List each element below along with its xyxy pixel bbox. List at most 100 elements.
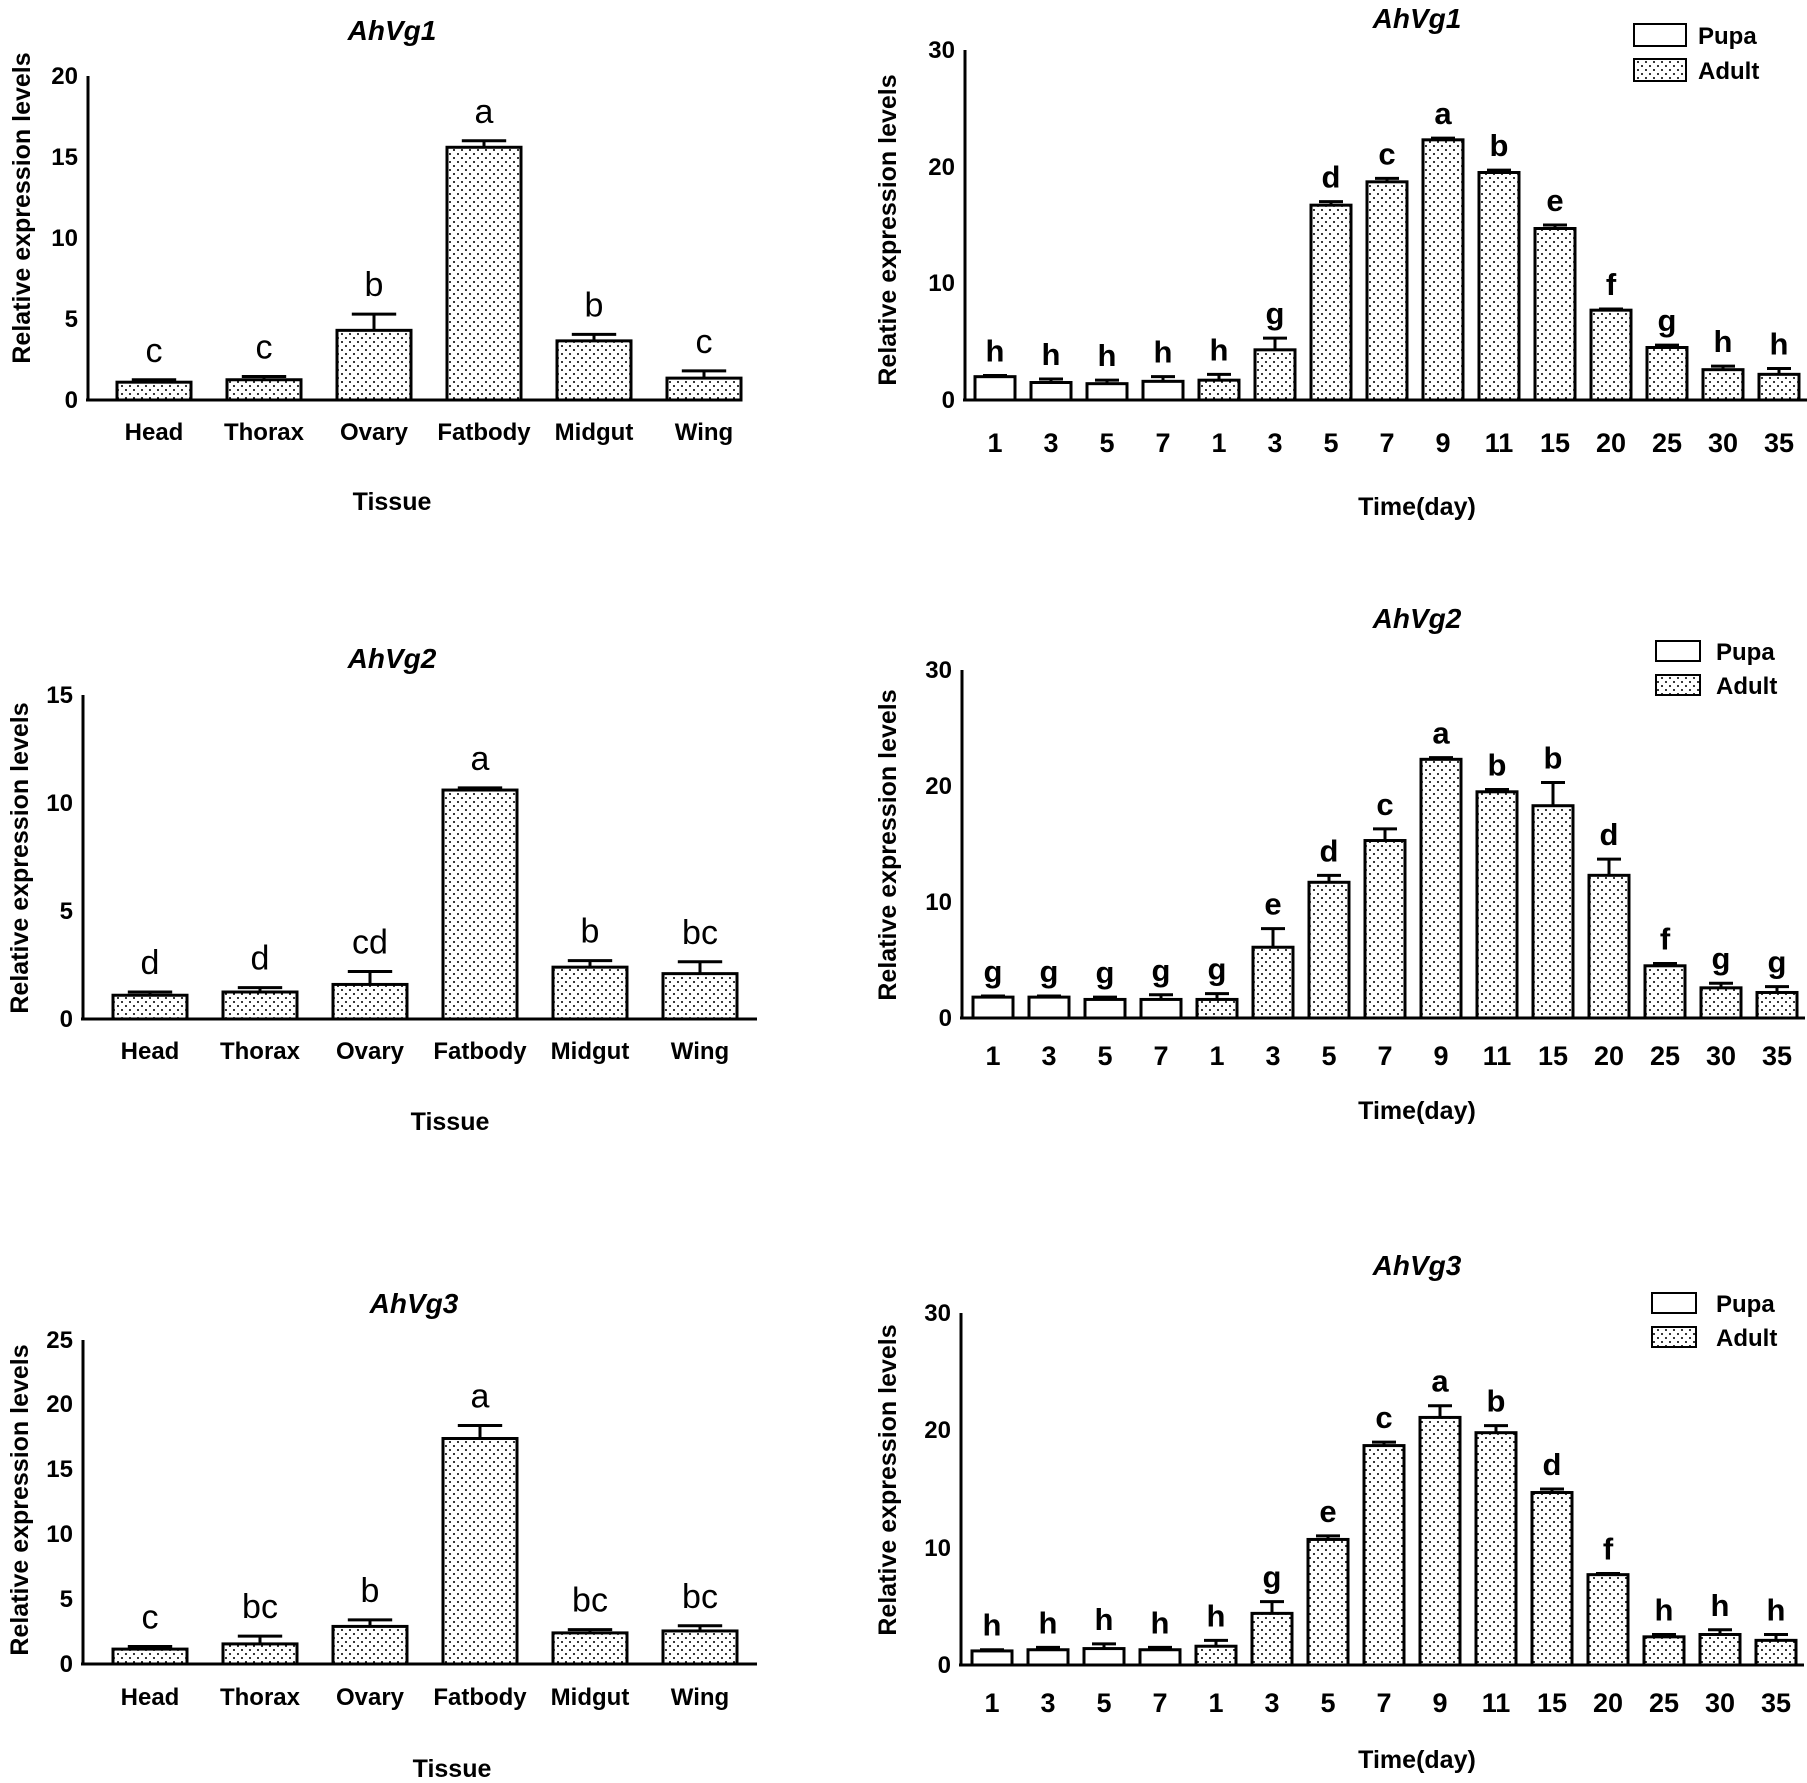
- significance-letter: d: [141, 944, 160, 982]
- significance-letter: a: [1432, 716, 1450, 751]
- legend-swatch-pupa: [1651, 1292, 1697, 1314]
- bar: [115, 380, 193, 402]
- significance-letter: h: [1207, 1598, 1226, 1633]
- bar: [1755, 990, 1799, 1020]
- bar: [1589, 308, 1633, 402]
- error-bar: [1092, 1642, 1116, 1649]
- significance-letter: d: [1600, 817, 1619, 852]
- y-tick-label: 30: [928, 37, 955, 64]
- error-bar: [983, 374, 1007, 377]
- error-bar: [1767, 367, 1791, 375]
- x-tick-label: Head: [121, 1038, 180, 1065]
- significance-letter: h: [1095, 1602, 1114, 1637]
- y-tick-label: 10: [925, 889, 952, 916]
- bar: [1531, 804, 1575, 1020]
- error-bar: [1036, 1645, 1060, 1650]
- significance-letter: h: [1151, 1605, 1170, 1640]
- x-tick-label: 9: [1435, 428, 1450, 458]
- error-bar: [131, 378, 177, 383]
- error-bar: [1373, 827, 1397, 841]
- bar: [335, 328, 413, 402]
- error-bar: [1599, 307, 1623, 311]
- x-tick-label: Ovary: [336, 1684, 405, 1711]
- bar: [111, 993, 189, 1021]
- x-tick-label: 7: [1153, 1041, 1168, 1071]
- significance-letter: c: [142, 1599, 159, 1637]
- chart-ahvg2-time: AhVg2 Relative expression levels Time(da…: [874, 603, 1805, 1125]
- x-tick-label: 3: [1267, 428, 1282, 458]
- bar: [1306, 1537, 1350, 1667]
- bar: [971, 995, 1015, 1020]
- error-bar: [1655, 343, 1679, 348]
- significance-letter: b: [581, 913, 600, 951]
- error-bar: [237, 1634, 283, 1644]
- significance-letter: b: [585, 286, 604, 324]
- bar: [441, 788, 519, 1021]
- significance-letter: bc: [682, 914, 718, 952]
- error-bar: [1431, 136, 1455, 140]
- significance-letter: h: [1767, 1592, 1786, 1627]
- error-bar: [1765, 985, 1789, 993]
- error-bar: [1316, 1534, 1340, 1540]
- bar-series: c c b a b c: [115, 93, 743, 402]
- bar: [1365, 180, 1409, 402]
- x-tick-label: Wing: [671, 1038, 729, 1065]
- x-tick-label: 5: [1323, 428, 1338, 458]
- x-tick-label: 3: [1040, 1688, 1055, 1718]
- legend-label-adult: Adult: [1698, 58, 1759, 85]
- significance-letter: bc: [572, 1582, 608, 1620]
- bar: [1251, 945, 1295, 1020]
- bar: [1587, 873, 1631, 1020]
- x-tick-label: Thorax: [224, 419, 305, 446]
- error-bar: [237, 986, 283, 992]
- bar: [973, 375, 1017, 402]
- x-tick-label: 30: [1708, 428, 1738, 458]
- error-bar: [1596, 1571, 1620, 1575]
- significance-letter: e: [1546, 183, 1563, 218]
- bar: [1085, 382, 1129, 402]
- legend-label-pupa: Pupa: [1716, 1291, 1775, 1318]
- chart-title: AhVg3: [369, 1288, 459, 1319]
- x-tick-label: 9: [1433, 1041, 1448, 1071]
- x-tick-label: 30: [1706, 1041, 1736, 1071]
- error-bar: [241, 375, 287, 380]
- x-axis-label: Time(day): [1358, 493, 1476, 521]
- significance-letter: f: [1603, 1531, 1614, 1566]
- bar: [1253, 348, 1297, 402]
- error-bar: [1652, 1632, 1676, 1637]
- x-tick-label: 30: [1705, 1688, 1735, 1718]
- bar: [1645, 346, 1689, 402]
- x-tick-label: Thorax: [220, 1684, 301, 1711]
- bar: [1643, 964, 1687, 1020]
- x-tick-label: Ovary: [340, 419, 409, 446]
- x-tick-label: 7: [1377, 1041, 1392, 1071]
- significance-letter: g: [1040, 954, 1059, 989]
- x-tick-label: 7: [1155, 428, 1170, 458]
- error-bar: [1485, 787, 1509, 792]
- x-tick-label: 1: [1208, 1688, 1223, 1718]
- y-tick-label: 0: [942, 387, 955, 414]
- significance-letter: c: [256, 329, 273, 367]
- bar: [1141, 379, 1185, 402]
- chart-ahvg2-tissue: AhVg2 Relative expression levels Tissue …: [6, 643, 757, 1136]
- x-tick-label: 5: [1320, 1688, 1335, 1718]
- y-axis-label: Relative expression levels: [6, 702, 34, 1013]
- error-bar: [981, 994, 1005, 998]
- bar: [1754, 1638, 1798, 1667]
- error-bar: [347, 1618, 393, 1627]
- bar: [1421, 138, 1465, 402]
- bar: [1530, 1491, 1574, 1667]
- error-bar: [1708, 1628, 1732, 1635]
- significance-letter: d: [1543, 1447, 1562, 1482]
- x-tick-label: 20: [1596, 428, 1626, 458]
- bar: [221, 1642, 299, 1666]
- legend-label-pupa: Pupa: [1716, 639, 1775, 666]
- bar-series: d d cd a b bc: [111, 740, 739, 1021]
- x-axis-label: Tissue: [413, 1755, 492, 1783]
- error-bar: [457, 786, 503, 791]
- bar: [1082, 1647, 1126, 1667]
- x-tick-label: 11: [1483, 1041, 1512, 1071]
- significance-letter: h: [986, 334, 1005, 369]
- significance-letter: h: [1042, 337, 1061, 372]
- x-axis-label: Tissue: [411, 1108, 490, 1136]
